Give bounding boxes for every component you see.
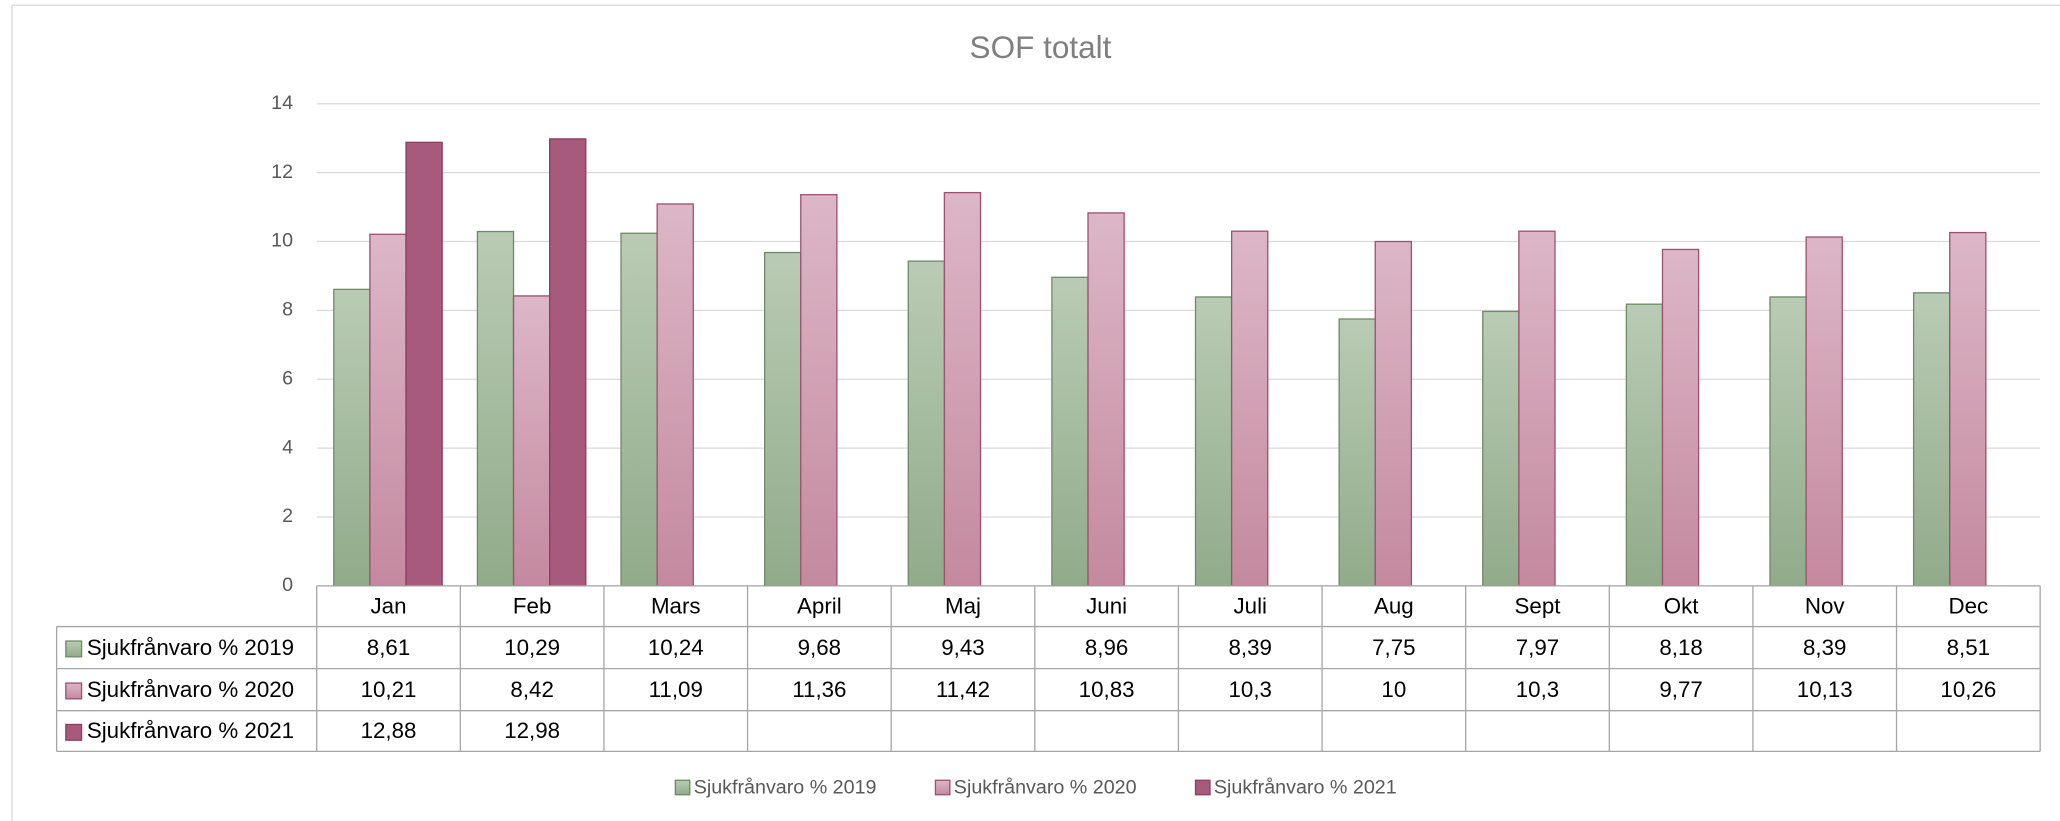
y-tick-label: 10 xyxy=(271,230,293,252)
x-tick-label: Juli xyxy=(1233,593,1267,618)
data-label: 7,97 xyxy=(1516,635,1559,660)
x-tick-label: Mars xyxy=(651,593,701,618)
data-label: 12,98 xyxy=(504,718,560,743)
x-tick-label: Nov xyxy=(1805,593,1846,618)
bar xyxy=(1769,296,1807,587)
bar xyxy=(1805,236,1843,587)
bar xyxy=(476,230,515,587)
data-label: 10,3 xyxy=(1229,677,1272,702)
bar xyxy=(1518,230,1556,587)
bar xyxy=(1661,248,1700,587)
bar xyxy=(512,295,551,587)
table-row-header: Sjukfrånvaro % 2021 xyxy=(87,718,294,743)
y-tick-label: 6 xyxy=(282,367,293,389)
data-label: 8,61 xyxy=(367,635,410,660)
data-label: 8,39 xyxy=(1229,635,1272,660)
y-tick-label: 4 xyxy=(282,436,293,458)
bar xyxy=(333,288,371,587)
x-tick-label: Jan xyxy=(371,593,407,618)
data-label: 8,18 xyxy=(1659,635,1702,660)
y-tick-label: 12 xyxy=(271,161,293,183)
bar xyxy=(1338,318,1376,587)
bar xyxy=(369,233,407,587)
bar xyxy=(549,138,587,587)
x-tick-label: Juni xyxy=(1086,593,1127,618)
data-label: 7,75 xyxy=(1372,635,1415,660)
legend-key xyxy=(674,779,691,796)
bar xyxy=(1912,292,1951,587)
bar xyxy=(800,194,838,587)
data-label: 9,43 xyxy=(941,635,984,660)
data-label: 8,39 xyxy=(1803,635,1846,660)
table-row-header: Sjukfrånvaro % 2019 xyxy=(87,635,294,660)
data-label: 10,3 xyxy=(1516,677,1559,702)
data-label: 10,83 xyxy=(1079,677,1135,702)
data-label: 10,13 xyxy=(1797,677,1853,702)
table-legend-key xyxy=(65,640,83,658)
y-tick-label: 14 xyxy=(271,92,293,114)
data-label: 10,21 xyxy=(361,677,417,702)
bar xyxy=(405,141,443,587)
x-tick-label: Feb xyxy=(513,593,551,618)
chart-frame xyxy=(11,4,2060,821)
x-tick-label: Dec xyxy=(1948,593,1988,618)
bar xyxy=(943,191,982,587)
bar xyxy=(620,232,658,587)
data-label: 10,26 xyxy=(1940,677,1996,702)
bar xyxy=(1625,303,1664,587)
bar xyxy=(1194,296,1233,587)
chart-title: SOF totalt xyxy=(970,29,1112,65)
legend-key xyxy=(1194,779,1211,796)
legend-label: Sjukfrånvaro % 2021 xyxy=(1214,776,1397,798)
bar xyxy=(1949,231,1987,587)
legend-key xyxy=(934,779,951,796)
x-tick-label: Maj xyxy=(945,593,981,618)
data-label: 11,36 xyxy=(792,677,846,702)
x-tick-label: Sept xyxy=(1515,593,1562,618)
table-legend-key xyxy=(65,682,83,700)
data-label: 10,29 xyxy=(504,635,560,660)
data-label: 10,24 xyxy=(648,635,704,660)
bar xyxy=(1482,310,1520,587)
table-legend-key xyxy=(65,723,83,741)
data-label: 11,42 xyxy=(936,677,990,702)
legend-label: Sjukfrånvaro % 2020 xyxy=(954,776,1137,798)
data-label: 9,77 xyxy=(1659,677,1702,702)
x-tick-label: Aug xyxy=(1374,593,1414,618)
bar xyxy=(763,251,802,587)
x-tick-label: April xyxy=(797,593,842,618)
data-label: 9,68 xyxy=(798,635,841,660)
table-row-header: Sjukfrånvaro % 2020 xyxy=(87,677,294,702)
data-label: 11,09 xyxy=(649,677,703,702)
y-tick-label: 0 xyxy=(282,574,293,596)
data-label: 8,96 xyxy=(1085,635,1128,660)
bar xyxy=(656,203,694,587)
data-label: 10 xyxy=(1381,677,1406,702)
legend-label: Sjukfrånvaro % 2019 xyxy=(694,776,877,798)
bar xyxy=(1374,240,1413,587)
x-tick-label: Okt xyxy=(1664,593,1700,618)
bar xyxy=(1051,276,1089,587)
data-label: 12,88 xyxy=(361,718,417,743)
bar xyxy=(907,260,946,587)
bar xyxy=(1230,230,1269,587)
data-label: 8,51 xyxy=(1947,635,1990,660)
data-label: 8,42 xyxy=(510,677,553,702)
y-tick-label: 2 xyxy=(282,505,293,527)
y-tick-label: 8 xyxy=(282,299,293,321)
bar xyxy=(1087,212,1125,587)
